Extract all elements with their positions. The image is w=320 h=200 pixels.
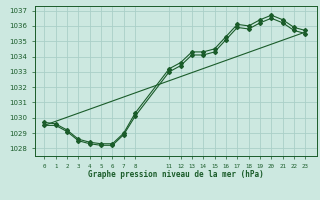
X-axis label: Graphe pression niveau de la mer (hPa): Graphe pression niveau de la mer (hPa)	[88, 170, 264, 179]
